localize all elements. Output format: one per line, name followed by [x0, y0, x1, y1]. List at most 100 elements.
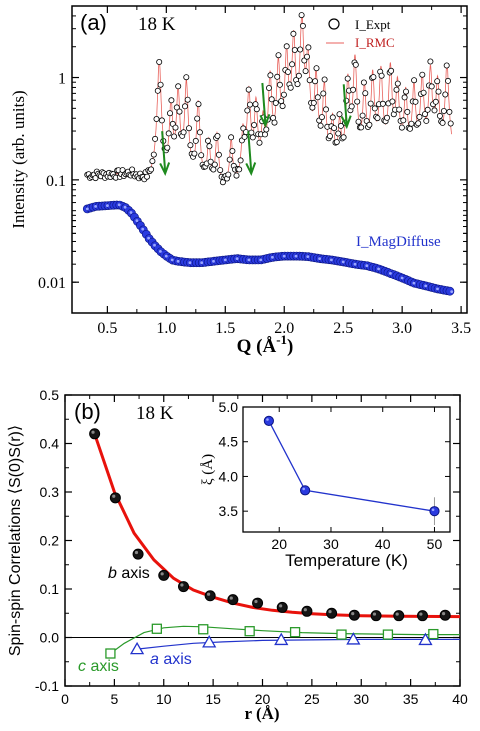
expt-point — [291, 47, 298, 54]
a-axis-point — [274, 632, 289, 646]
b-axis-point — [158, 569, 170, 581]
b-axis-point-highlight — [395, 612, 399, 616]
x-tick-label-a: 1.0 — [156, 320, 176, 337]
panel-b-points — [89, 428, 451, 659]
expt-point — [421, 111, 428, 118]
expt-point — [359, 112, 366, 119]
expt-point — [217, 167, 224, 174]
b-axis-point — [227, 594, 239, 606]
expt-point — [431, 107, 438, 114]
y-tick-label-a: 1 — [58, 71, 66, 88]
inset-x-tick-label: 20 — [271, 536, 287, 552]
y-tick-label-a: 0.1 — [46, 173, 66, 190]
b-axis-point-highlight — [112, 494, 116, 498]
b-axis-point — [326, 607, 338, 619]
expt-point — [354, 98, 361, 105]
expt-point — [317, 122, 324, 129]
expt-point — [164, 144, 171, 151]
b-axis-point — [301, 605, 313, 617]
expt-point — [252, 101, 259, 108]
expt-point — [276, 81, 283, 88]
expt-point — [265, 85, 272, 92]
b-axis-point — [439, 609, 451, 621]
expt-point — [446, 108, 453, 115]
arrow-shaft — [342, 84, 348, 125]
b-axis-letter: b — [108, 565, 117, 582]
inset-y-tick-label: 5.0 — [219, 399, 239, 415]
expt-point — [166, 110, 173, 117]
expt-point — [204, 137, 211, 144]
expt-point — [176, 108, 183, 115]
mag-diffuse-highlight — [235, 257, 239, 260]
c-axis-point — [289, 627, 301, 638]
panel-a-label: (a) — [80, 10, 107, 35]
expt-point — [396, 106, 403, 113]
expt-point — [171, 133, 178, 140]
y-tick-label-b: 0.1 — [40, 581, 60, 597]
mag-diffuse-highlight — [153, 243, 156, 247]
expt-point — [299, 22, 306, 29]
expt-point — [275, 52, 282, 59]
expt-point — [279, 103, 286, 110]
arrow-head — [340, 115, 352, 130]
expt-point — [256, 139, 263, 146]
mag-diffuse-highlight — [147, 236, 151, 240]
expt-point — [268, 96, 275, 103]
expt-point — [287, 84, 294, 91]
arrow-shaft — [247, 131, 253, 172]
expt-point — [423, 117, 430, 124]
expt-point — [297, 46, 304, 53]
inset-chart: 20 30 40 50 3.5 4.0 4.5 5.0 ξ (Å) Temperature (… — [200, 399, 451, 570]
expt-point — [207, 158, 214, 165]
b-axis-point — [204, 590, 216, 602]
mag-diffuse-highlight — [412, 281, 416, 285]
expt-point — [313, 65, 320, 72]
mag-diffuse-highlight — [389, 272, 392, 275]
b-axis-point — [416, 610, 428, 622]
mag-diffuse-highlight — [424, 284, 428, 288]
x-label-end: ) — [287, 336, 293, 357]
y-tick-label-b: 0.3 — [40, 484, 60, 500]
mag-diffuse-point — [445, 286, 455, 296]
b-axis-point — [252, 597, 264, 609]
panel-b-chart: 0 5 10 15 20 25 30 35 40 -0.1 0.0 0.1 0.2 0.3 0.4 0.5 (… — [7, 387, 468, 723]
panel-a-expt-series — [84, 12, 454, 186]
expt-point — [211, 161, 218, 168]
panel-a-arrows — [159, 82, 352, 177]
mag-diffuse-highlight — [159, 250, 162, 253]
inset-y-tick-label: 3.5 — [219, 503, 239, 519]
c-axis-point — [336, 629, 347, 640]
expt-point — [398, 124, 405, 131]
expt-point — [442, 91, 449, 98]
expt-point — [283, 43, 290, 50]
expt-point — [274, 73, 281, 80]
mag-diffuse-highlight — [176, 259, 180, 263]
inset-point — [300, 485, 311, 496]
expt-point — [408, 120, 415, 127]
expt-point — [344, 75, 351, 82]
b-axis-point-highlight — [328, 610, 332, 614]
b-axis-point-highlight — [351, 611, 355, 616]
inset-y-tick-label: 4.5 — [219, 434, 239, 450]
b-axis-point-highlight — [372, 612, 377, 616]
panel-b-fits — [93, 433, 461, 654]
mag-diffuse-highlight — [330, 258, 333, 262]
expt-point — [394, 80, 401, 87]
expt-point — [280, 91, 287, 98]
mag-diffuse-highlight — [188, 261, 192, 265]
a-axis-letter: a — [150, 651, 159, 668]
a-axis-point — [346, 632, 361, 645]
mag-diffuse-highlight — [365, 264, 369, 268]
mag-diffuse-highlight — [200, 261, 204, 265]
expt-point — [360, 79, 367, 86]
expt-point — [322, 106, 329, 113]
x-tick-label-b: 10 — [156, 691, 172, 707]
mag-diffuse-highlight — [436, 287, 439, 291]
y-tick-label-a: 0.01 — [38, 275, 66, 292]
expt-point — [271, 119, 278, 126]
expt-point — [272, 100, 279, 107]
panel-a-ticks: 0.5 1.0 1.5 2.0 2.5 3.0 3.5 0.01 0.1 1 — [38, 6, 471, 337]
mag-diffuse-highlight — [94, 205, 97, 208]
expt-point — [326, 133, 333, 140]
expt-point — [383, 114, 390, 121]
